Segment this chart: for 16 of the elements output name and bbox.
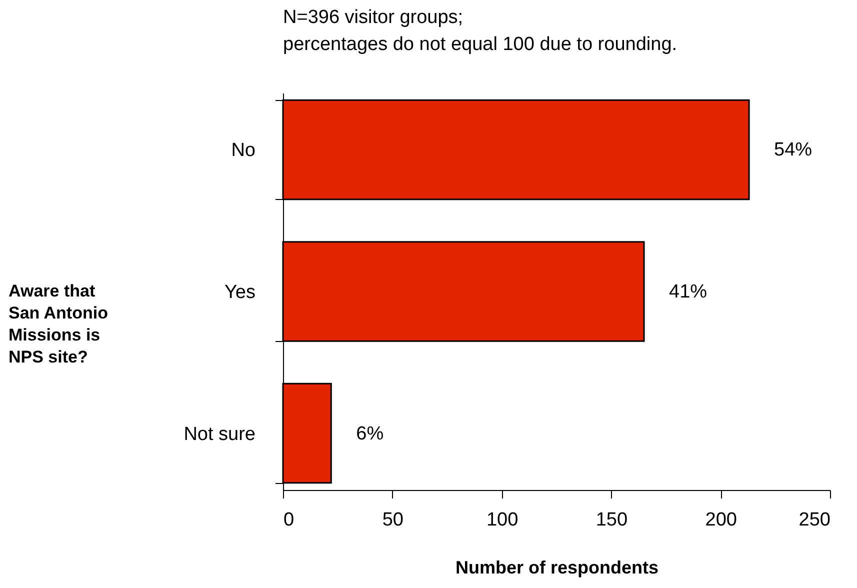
x-tick-label: 0 [284,510,294,530]
annotation: 6% [356,423,384,444]
y-tick-label: Yes [224,282,256,303]
x-tick-label: 100 [486,510,518,530]
annotation: 41% [669,282,708,302]
x-axis-title: Number of respondents [455,558,659,578]
x-tick-label: 200 [705,510,737,530]
x-tick-label: 50 [382,510,404,530]
x-tick-label: 250 [798,510,830,530]
x-tick-label: 150 [596,510,628,530]
text: N=396 visitor groups; [283,7,464,28]
y-tick-label: No [231,140,256,162]
y-axis-title: Aware that San Antonio Missions is NPS site? [8,282,108,366]
y-tick-label: Not sure [184,424,256,445]
text: percentages do not equal 100 due to rounding. [283,34,678,55]
annotation: 54% [774,140,812,161]
